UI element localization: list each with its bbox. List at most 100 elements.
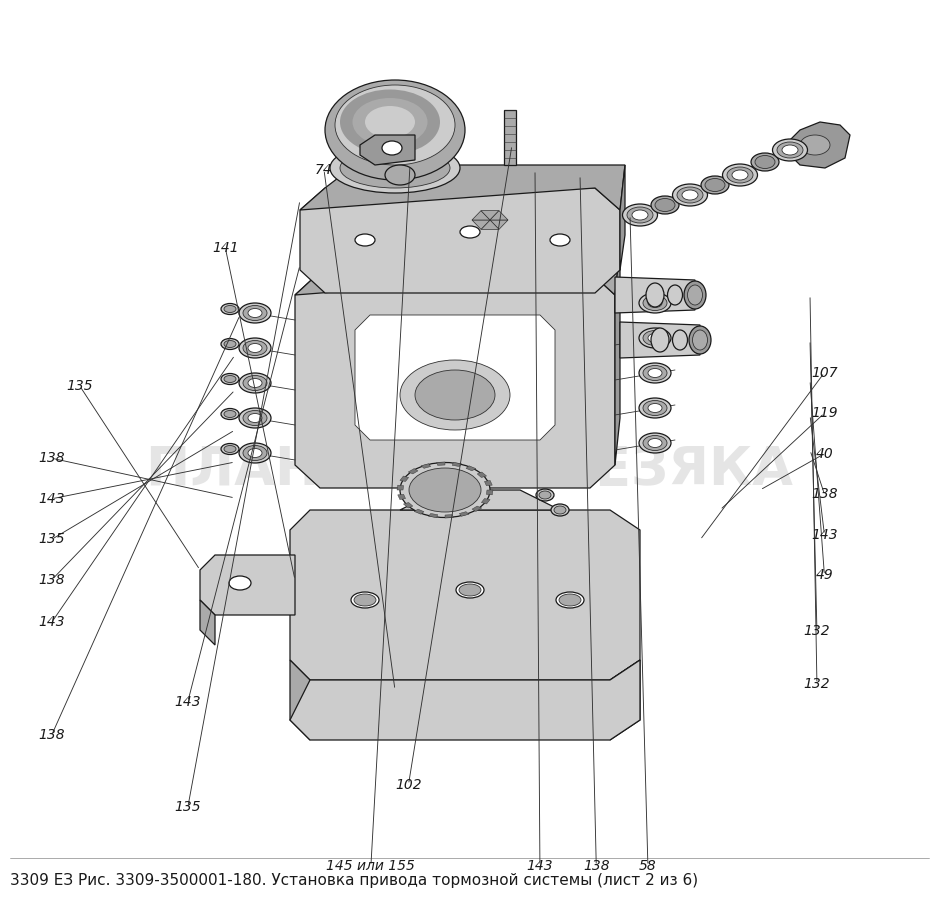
Ellipse shape [777,142,803,158]
Ellipse shape [239,373,271,393]
Ellipse shape [415,370,495,420]
Ellipse shape [248,413,262,422]
Ellipse shape [409,468,481,512]
Ellipse shape [643,365,667,381]
Ellipse shape [705,179,725,191]
Ellipse shape [668,285,683,305]
Ellipse shape [248,344,262,353]
Ellipse shape [325,80,465,180]
Ellipse shape [224,340,236,347]
Ellipse shape [559,594,581,606]
Text: 135: 135 [38,532,65,547]
Polygon shape [620,165,625,270]
Ellipse shape [243,410,267,426]
Polygon shape [453,463,461,466]
Polygon shape [437,462,445,465]
Ellipse shape [224,375,236,382]
Text: 138: 138 [38,573,65,587]
Ellipse shape [672,184,707,206]
Ellipse shape [221,338,239,349]
Polygon shape [300,188,620,293]
Ellipse shape [643,296,667,310]
Ellipse shape [639,398,671,418]
Polygon shape [290,660,310,740]
Polygon shape [400,490,560,510]
Ellipse shape [643,330,667,345]
Ellipse shape [639,328,671,348]
Polygon shape [290,510,640,680]
Text: 143: 143 [527,859,553,873]
Ellipse shape [224,306,236,312]
Ellipse shape [782,145,798,155]
Ellipse shape [751,153,779,171]
Ellipse shape [556,592,584,608]
Ellipse shape [352,98,427,146]
Text: 143: 143 [38,615,65,630]
Polygon shape [620,322,700,358]
Ellipse shape [400,360,510,430]
Polygon shape [472,220,490,229]
Ellipse shape [243,446,267,461]
Ellipse shape [639,363,671,383]
Ellipse shape [536,489,554,501]
Ellipse shape [643,400,667,416]
Ellipse shape [221,373,239,384]
Text: 143: 143 [811,528,838,542]
Polygon shape [615,248,620,465]
Ellipse shape [648,438,662,447]
Ellipse shape [755,155,775,169]
Polygon shape [397,485,404,490]
Text: 135: 135 [175,800,201,815]
Ellipse shape [651,328,669,352]
Ellipse shape [355,234,375,246]
Ellipse shape [330,143,460,193]
Ellipse shape [243,375,267,391]
Ellipse shape [646,283,664,307]
Polygon shape [459,511,469,516]
Ellipse shape [648,334,662,343]
Ellipse shape [648,369,662,378]
Text: 138: 138 [583,859,609,873]
Polygon shape [414,509,424,514]
Text: 3309 ЕЗ Рис. 3309-3500001-180. Установка привода тормозной системы (лист 2 из 6): 3309 ЕЗ Рис. 3309-3500001-180. Установка… [10,872,698,888]
Polygon shape [428,513,438,518]
Text: 143: 143 [38,492,65,506]
Ellipse shape [627,207,653,223]
Polygon shape [615,277,695,313]
Polygon shape [481,211,499,220]
Text: 49: 49 [816,568,833,583]
Text: 119: 119 [811,406,838,420]
Text: ПЛАНЕТА ЖЕЛЕЗЯКА: ПЛАНЕТА ЖЕЛЕЗЯКА [146,444,793,496]
Ellipse shape [239,338,271,358]
Ellipse shape [701,176,729,194]
Polygon shape [295,272,615,488]
Ellipse shape [648,403,662,412]
Ellipse shape [248,379,262,388]
Ellipse shape [550,234,570,246]
Text: 74: 74 [316,162,332,177]
Ellipse shape [460,226,480,238]
Ellipse shape [365,106,415,138]
Text: 138: 138 [38,451,65,465]
Polygon shape [290,660,640,740]
Text: 145 или 155: 145 или 155 [327,859,415,873]
Ellipse shape [689,326,711,354]
Ellipse shape [672,330,687,350]
Text: 40: 40 [816,446,833,461]
Polygon shape [486,490,493,495]
Polygon shape [398,494,406,500]
Polygon shape [200,600,215,645]
Ellipse shape [351,592,379,608]
Polygon shape [490,220,508,229]
Ellipse shape [385,165,415,185]
Ellipse shape [221,444,239,455]
Polygon shape [482,499,490,504]
Polygon shape [485,481,492,485]
Ellipse shape [773,139,808,161]
Ellipse shape [340,89,440,154]
Ellipse shape [800,135,830,155]
Polygon shape [472,506,482,511]
Ellipse shape [554,506,566,514]
Ellipse shape [551,504,569,516]
Ellipse shape [732,170,748,180]
